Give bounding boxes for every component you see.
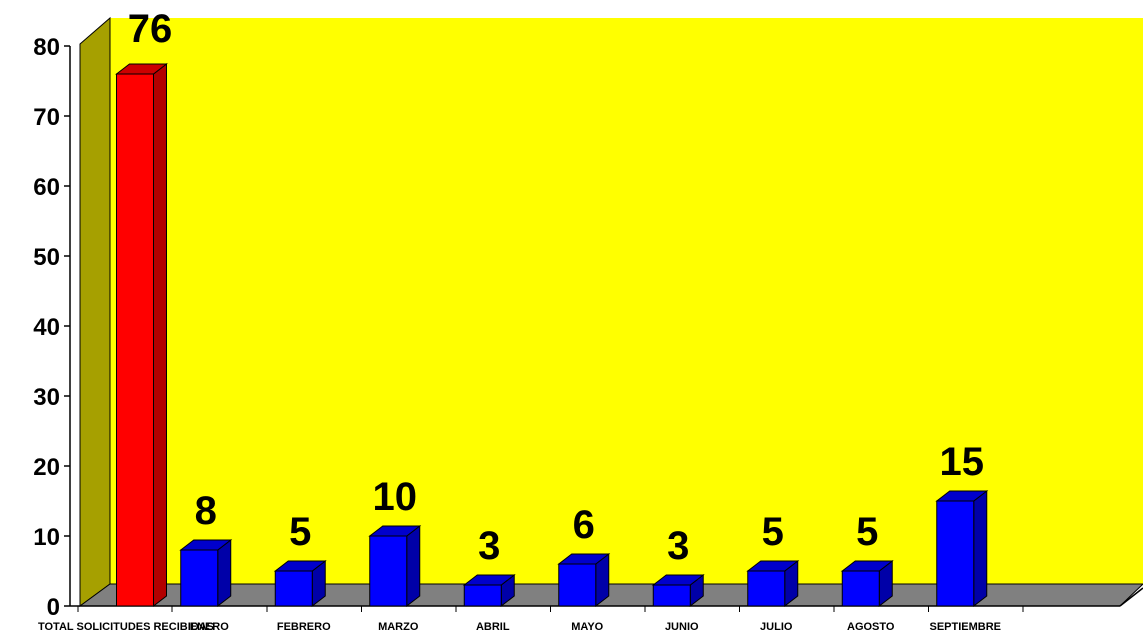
bar [273,559,327,608]
side-wall [79,16,111,607]
y-tick-label: 30 [33,384,60,411]
x-tick-label: ENERO [190,621,230,633]
bar-side [406,524,421,608]
x-tick-label: AGOSTO [847,621,895,633]
y-tick-label: 0 [47,594,60,621]
y-tick-label: 60 [33,174,60,201]
x-tick-label: JULIO [760,621,793,633]
bar [368,524,422,608]
bar-front [116,73,154,607]
data-label: 5 [762,510,784,554]
back-wall [110,18,1143,584]
y-tick-label: 10 [33,524,60,551]
data-label: 10 [373,475,418,519]
x-tick-label: MARZO [378,621,419,633]
bar [840,559,894,608]
bar-front [463,584,502,607]
bar [746,559,800,608]
bar-front [841,570,880,607]
y-tick-label: 80 [33,34,60,61]
x-tick-label: ABRIL [476,621,510,633]
axes: 0 10 20 30 40 50 60 70 80 TOTAL SOLICITUDES RECIB… [33,34,1143,633]
x-tick-label: TOTAL SOLICITUDES RECIBIDAS [38,621,214,633]
x-tick-label: JUNIO [665,621,699,633]
data-label: 76 [128,7,173,51]
x-axis-depth-line [1119,587,1143,607]
bar-side [973,489,988,608]
bar-front [558,563,597,607]
bars [115,62,989,608]
bar-front [274,570,313,607]
bar [462,573,516,608]
data-labels: 76 8 5 10 3 6 3 5 5 15 [128,7,984,568]
bar-front [369,535,408,607]
bar [115,62,168,608]
bar-front [180,549,219,607]
bar-front [936,500,975,607]
y-tick-label: 50 [33,244,60,271]
bar [651,573,705,608]
data-label: 8 [195,489,217,533]
bar-front [652,584,691,607]
data-label: 5 [856,510,878,554]
bar [935,489,989,608]
y-tick-label: 20 [33,454,60,481]
data-label: 6 [573,503,595,547]
bar [179,538,233,608]
data-label: 3 [478,524,500,568]
data-label: 3 [667,524,689,568]
data-label: 15 [940,440,985,484]
x-tick-label: MAYO [571,621,603,633]
bar [557,552,611,608]
data-label: 5 [289,510,311,554]
bar-side [153,62,167,608]
y-tick-label: 40 [33,314,60,341]
x-tick-label: FEBRERO [277,621,331,633]
bar-side [217,538,232,608]
x-tick-label: SEPTIEMBRE [929,621,1001,633]
y-tick-label: 70 [33,104,60,131]
bar-front [747,570,786,607]
